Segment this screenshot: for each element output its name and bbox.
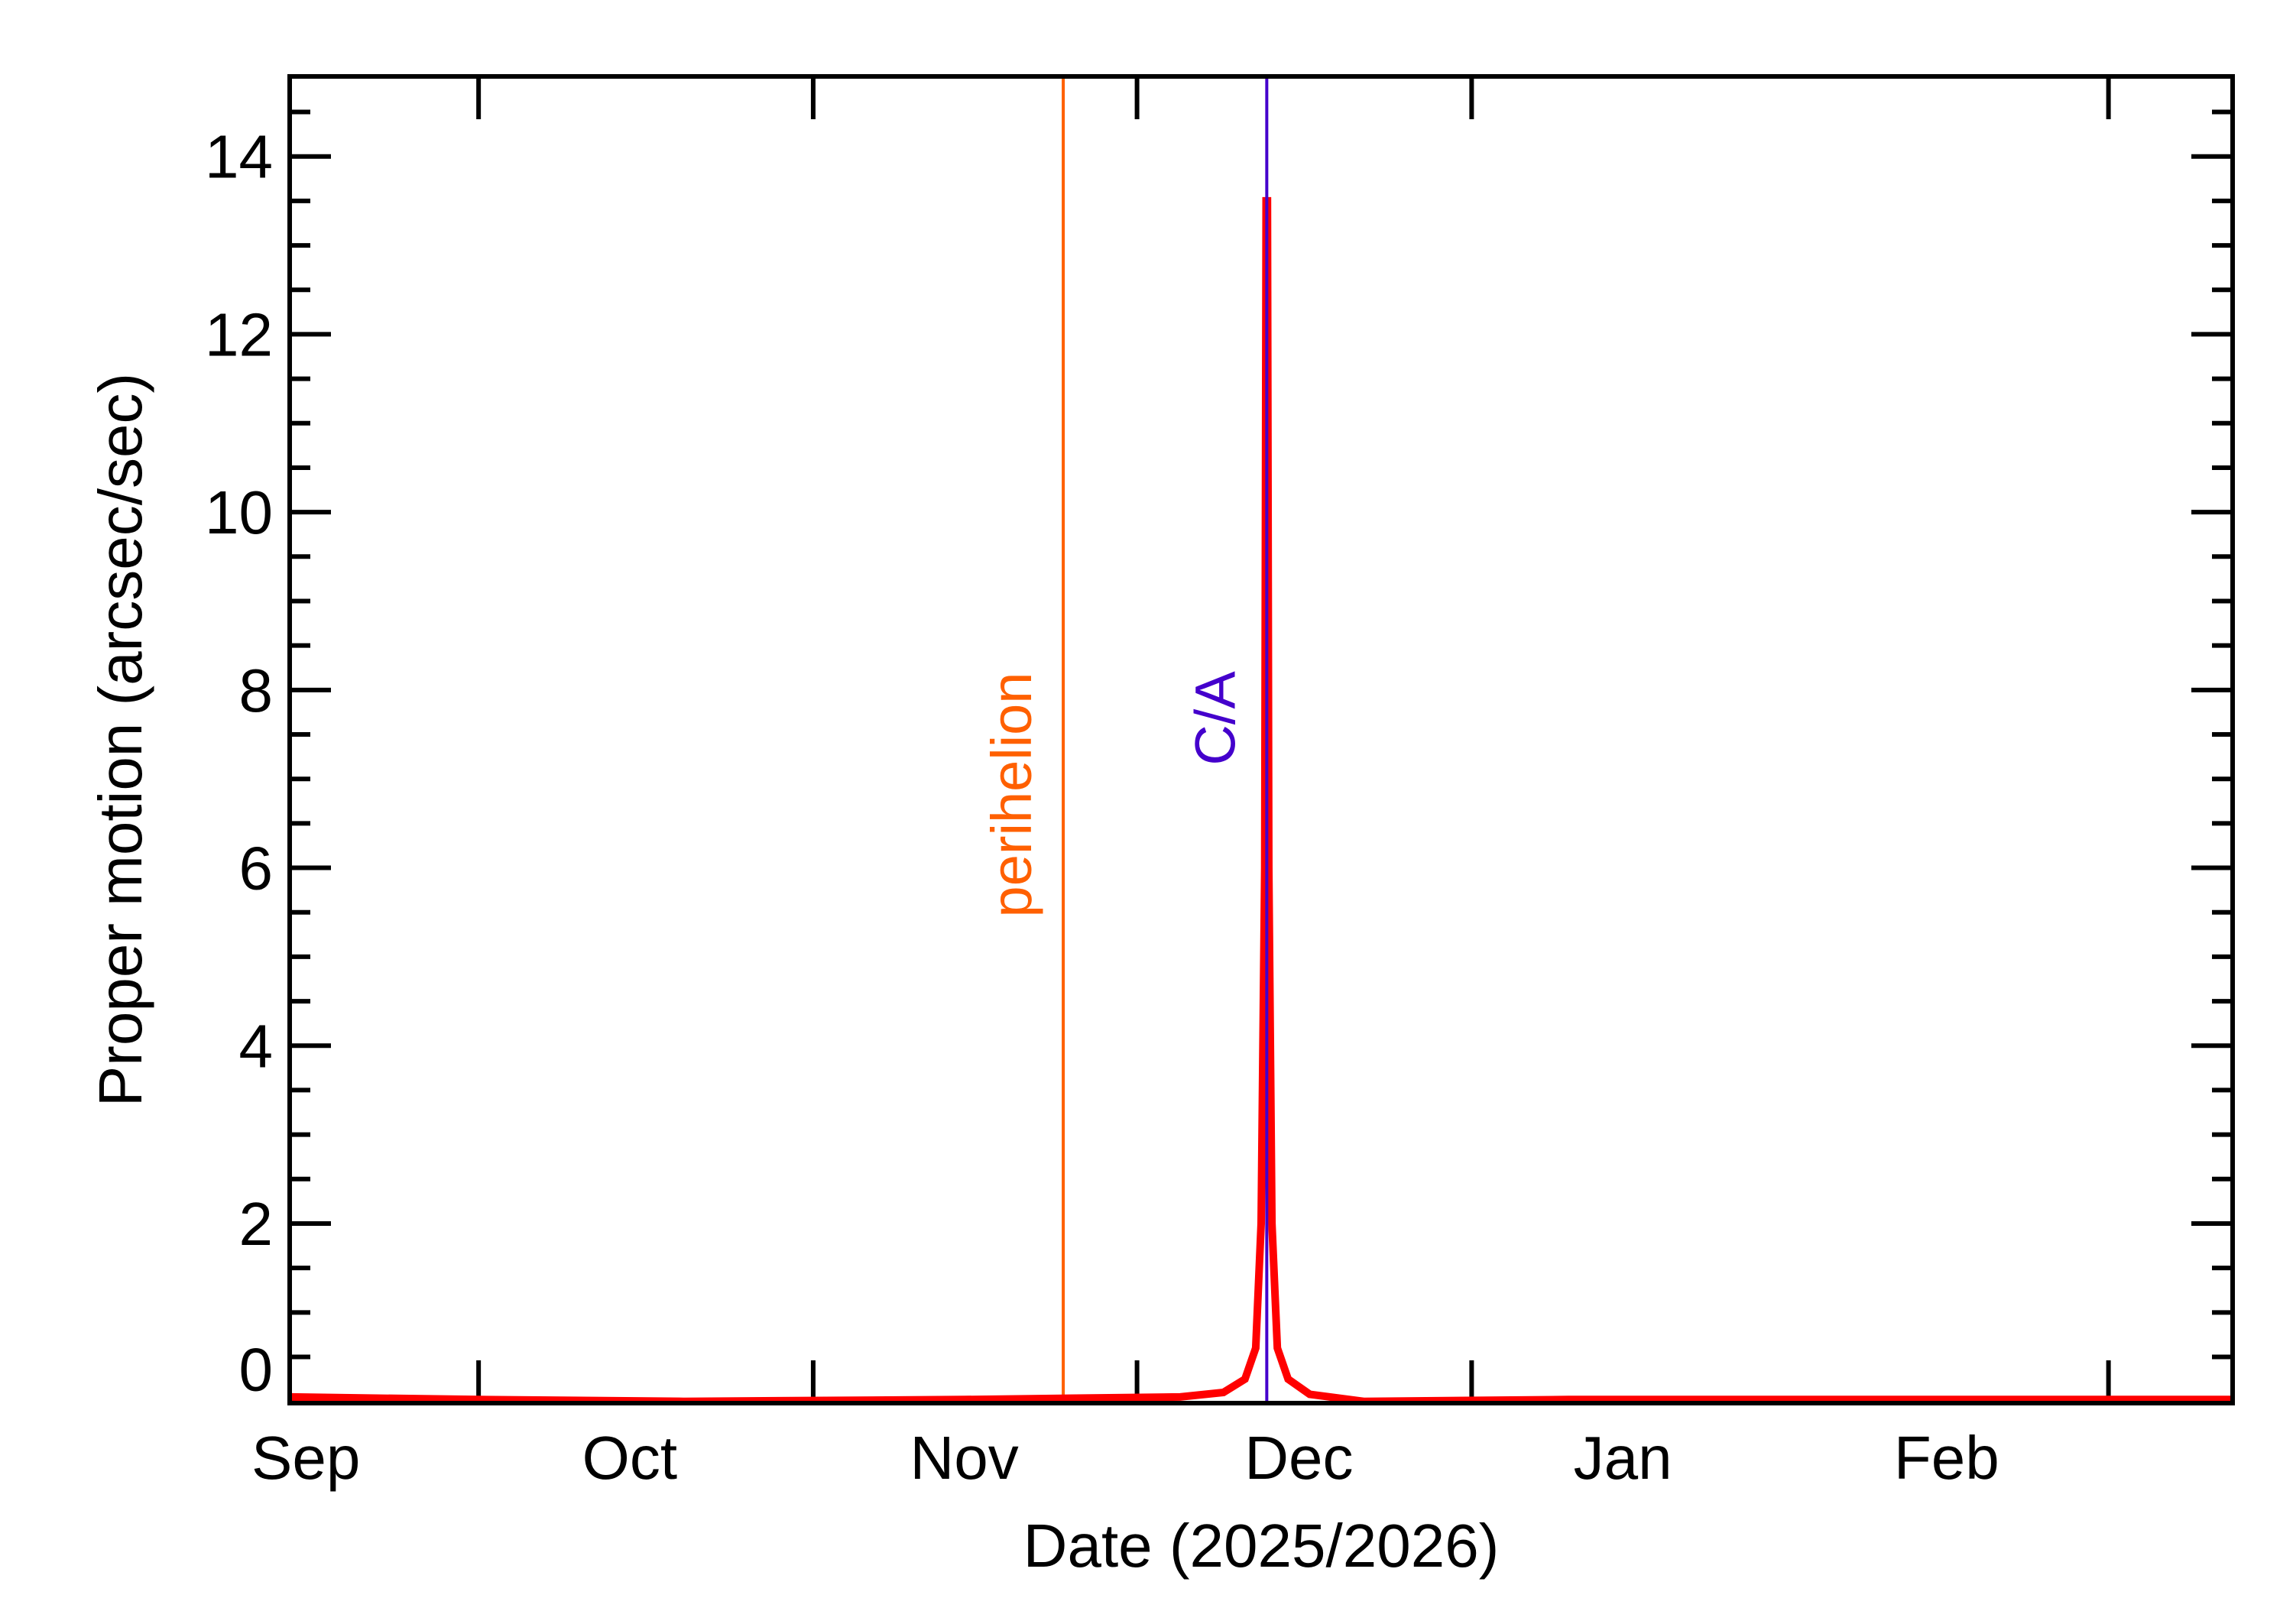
annotation-label: perihelion [980,673,1043,918]
x-tick-label: Jan [1574,1424,1672,1492]
y-tick-label: 14 [205,123,273,191]
x-tick-label: Dec [1244,1424,1353,1492]
y-tick-label: 2 [239,1190,274,1258]
x-tick-label: Nov [910,1424,1019,1492]
x-tick-label: Oct [582,1424,677,1492]
y-tick-label: 12 [205,300,273,368]
proper-motion-series-line [289,196,2233,1405]
x-axis-label: Date (2025/2026) [1023,1512,1500,1580]
x-tick-label: Sep [251,1424,360,1492]
annotation-label: C/A [1183,671,1247,766]
y-axis-label: Proper motion (arcsec/sec) [86,373,154,1107]
y-tick-label: 6 [239,835,274,903]
y-tick-label: 0 [239,1336,274,1404]
y-tick-label: 10 [205,478,273,546]
y-tick-label: 8 [239,656,274,724]
y-tick-label: 4 [239,1012,274,1080]
x-tick-label: Feb [1894,1424,1999,1492]
plot-frame [287,74,2235,1405]
